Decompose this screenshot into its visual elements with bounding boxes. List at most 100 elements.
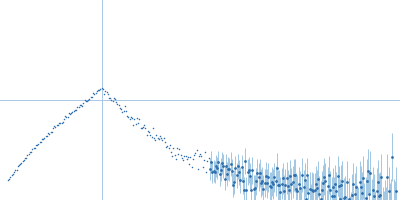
Point — [78, 103, 84, 107]
Point — [135, 122, 141, 125]
Point — [61, 117, 67, 120]
Point — [62, 114, 68, 118]
Point — [23, 156, 30, 159]
Point — [181, 155, 188, 158]
Point — [69, 110, 76, 113]
Point — [85, 98, 92, 102]
Point — [79, 104, 85, 107]
Point — [72, 108, 78, 112]
Point — [91, 93, 98, 96]
Point — [110, 99, 116, 102]
Point — [90, 92, 96, 95]
Point — [66, 111, 72, 115]
Point — [88, 96, 94, 99]
Point — [70, 109, 77, 113]
Point — [38, 141, 44, 144]
Point — [68, 111, 74, 114]
Point — [30, 147, 37, 150]
Point — [136, 117, 142, 121]
Point — [124, 114, 130, 117]
Point — [117, 106, 123, 109]
Point — [36, 141, 43, 144]
Point — [202, 151, 208, 154]
Point — [100, 88, 106, 91]
Point — [192, 151, 198, 154]
Point — [26, 152, 32, 155]
Point — [104, 92, 111, 96]
Point — [101, 92, 107, 95]
Point — [5, 179, 11, 182]
Point — [44, 134, 50, 138]
Point — [19, 159, 26, 162]
Point — [86, 97, 93, 100]
Point — [80, 101, 87, 104]
Point — [197, 153, 203, 156]
Point — [185, 155, 191, 159]
Point — [48, 130, 55, 133]
Point — [18, 161, 24, 164]
Point — [159, 138, 166, 141]
Point — [190, 157, 196, 160]
Point — [128, 115, 134, 118]
Point — [120, 110, 127, 113]
Point — [8, 174, 15, 177]
Point — [172, 154, 178, 157]
Point — [55, 123, 61, 126]
Point — [184, 158, 190, 161]
Point — [57, 122, 64, 125]
Point — [83, 100, 89, 103]
Point — [10, 173, 16, 176]
Point — [198, 154, 204, 157]
Point — [52, 126, 59, 129]
Point — [32, 146, 38, 149]
Point — [144, 134, 150, 137]
Point — [182, 154, 189, 157]
Point — [41, 136, 48, 139]
Point — [152, 139, 158, 142]
Point — [204, 160, 211, 163]
Point — [176, 147, 183, 150]
Point — [34, 143, 40, 146]
Point — [147, 133, 154, 137]
Point — [58, 121, 65, 125]
Point — [56, 121, 62, 125]
Point — [187, 155, 194, 158]
Point — [27, 151, 33, 154]
Point — [134, 117, 140, 120]
Point — [13, 168, 20, 171]
Point — [54, 123, 60, 127]
Point — [174, 147, 180, 150]
Point — [156, 138, 162, 141]
Point — [157, 135, 163, 138]
Point — [160, 136, 167, 139]
Point — [125, 115, 132, 119]
Point — [130, 123, 136, 126]
Point — [39, 138, 45, 141]
Point — [116, 103, 122, 106]
Point — [145, 129, 151, 132]
Point — [112, 98, 118, 101]
Point — [92, 91, 99, 94]
Point — [106, 96, 112, 99]
Point — [154, 136, 161, 139]
Point — [191, 153, 197, 156]
Point — [178, 153, 184, 156]
Point — [164, 145, 170, 148]
Point — [97, 87, 104, 90]
Point — [122, 104, 128, 108]
Point — [194, 167, 201, 170]
Point — [150, 126, 156, 129]
Point — [42, 134, 49, 137]
Point — [21, 158, 27, 161]
Point — [170, 146, 177, 149]
Point — [138, 126, 145, 130]
Point — [153, 133, 160, 136]
Point — [22, 157, 28, 160]
Point — [24, 153, 31, 157]
Point — [203, 171, 210, 174]
Point — [148, 135, 155, 138]
Point — [165, 146, 172, 149]
Point — [186, 163, 192, 166]
Point — [188, 165, 195, 169]
Point — [75, 105, 82, 108]
